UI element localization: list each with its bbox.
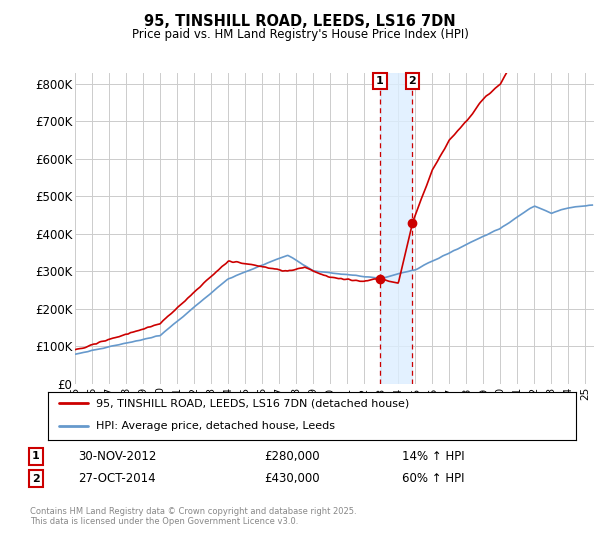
Text: 27-OCT-2014: 27-OCT-2014 (78, 472, 155, 486)
Text: Contains HM Land Registry data © Crown copyright and database right 2025.
This d: Contains HM Land Registry data © Crown c… (30, 507, 356, 526)
Text: 95, TINSHILL ROAD, LEEDS, LS16 7DN (detached house): 95, TINSHILL ROAD, LEEDS, LS16 7DN (deta… (95, 398, 409, 408)
Text: 60% ↑ HPI: 60% ↑ HPI (402, 472, 464, 486)
Text: £430,000: £430,000 (264, 472, 320, 486)
Text: 14% ↑ HPI: 14% ↑ HPI (402, 450, 464, 463)
Text: 2: 2 (32, 474, 40, 484)
Text: Price paid vs. HM Land Registry's House Price Index (HPI): Price paid vs. HM Land Registry's House … (131, 28, 469, 41)
Bar (380, 73, 412, 384)
Text: 95, TINSHILL ROAD, LEEDS, LS16 7DN: 95, TINSHILL ROAD, LEEDS, LS16 7DN (144, 14, 456, 29)
Text: 30-NOV-2012: 30-NOV-2012 (78, 450, 157, 463)
Text: 1: 1 (376, 76, 384, 86)
Text: £280,000: £280,000 (264, 450, 320, 463)
Text: 1: 1 (32, 451, 40, 461)
Text: HPI: Average price, detached house, Leeds: HPI: Average price, detached house, Leed… (95, 421, 335, 431)
Text: 2: 2 (409, 76, 416, 86)
